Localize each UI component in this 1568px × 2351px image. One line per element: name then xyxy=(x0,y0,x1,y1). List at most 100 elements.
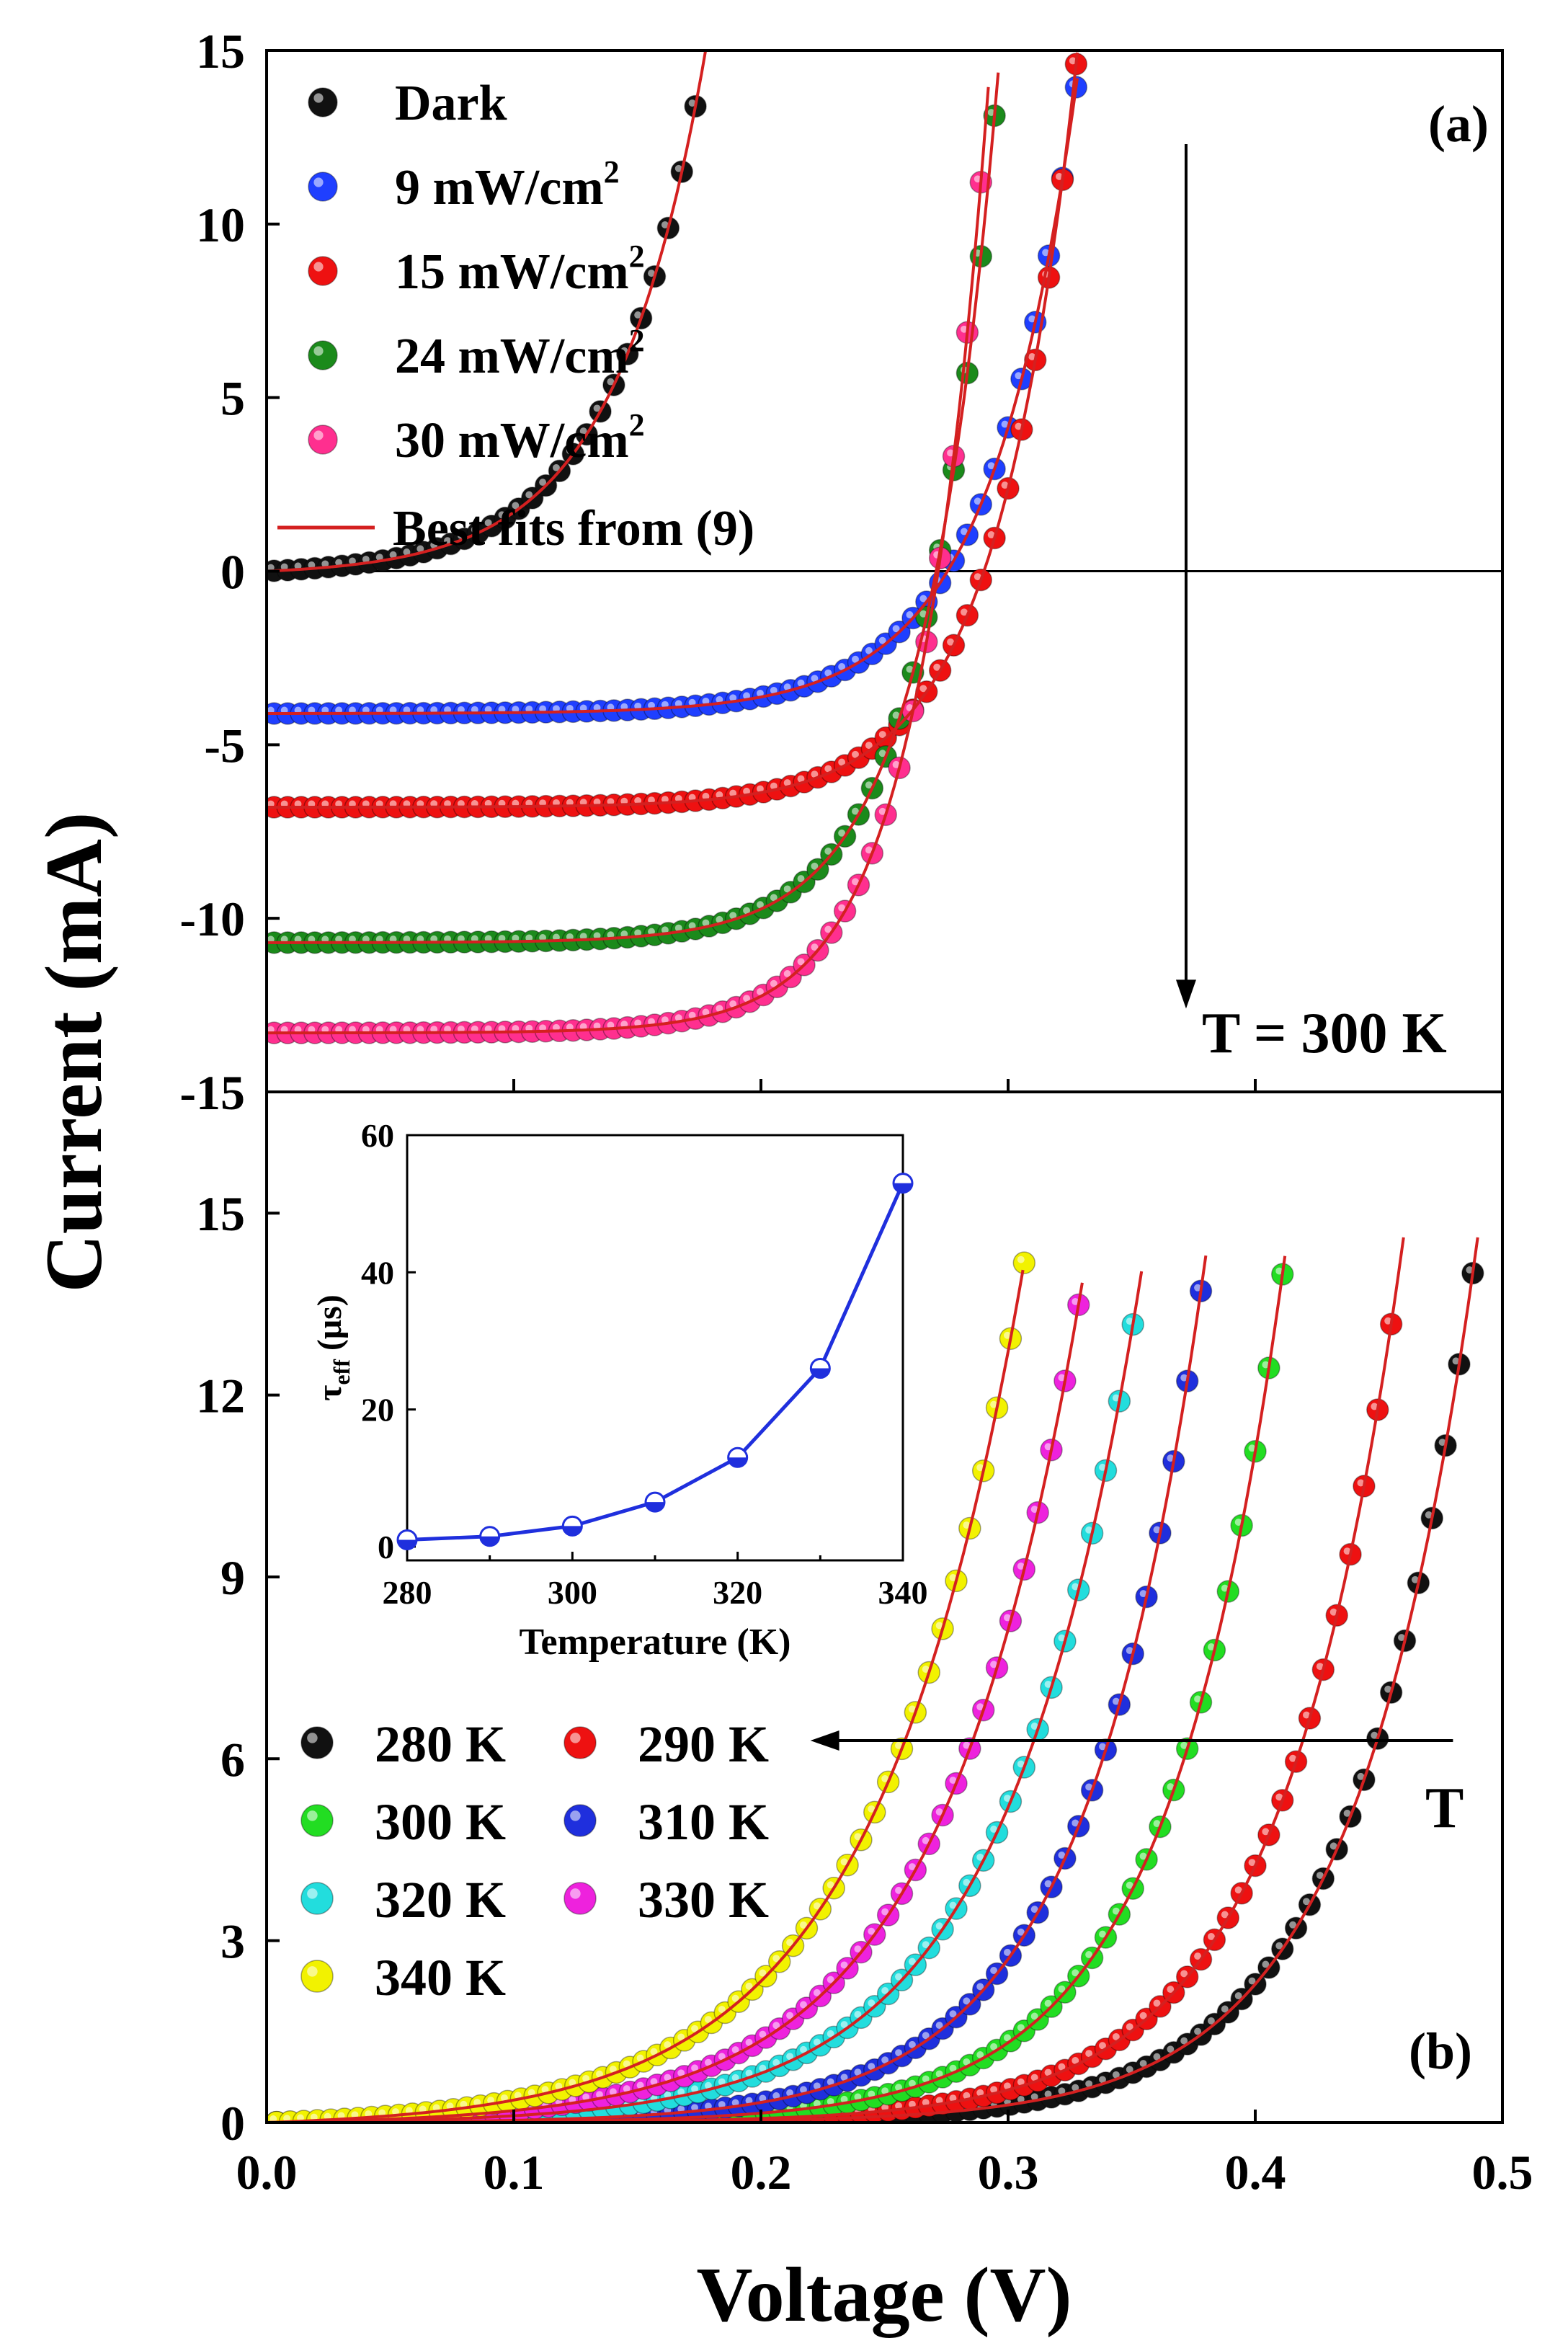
data-point-highlight xyxy=(813,2082,821,2090)
legend-marker-highlight xyxy=(307,1888,318,1899)
data-point-highlight xyxy=(335,935,343,943)
data-point-highlight xyxy=(1072,1297,1079,1305)
panel-a: -15 -10 -5 0 5 10 15 (a) T = 300 K Dark 9 mW/cm… xyxy=(179,24,1504,1120)
legend-marker-highlight xyxy=(307,1810,318,1821)
data-point-highlight xyxy=(759,2030,767,2038)
data-point-highlight xyxy=(827,1881,834,1889)
data-point-highlight xyxy=(430,1026,438,1034)
data-point-highlight xyxy=(716,695,723,703)
data-point-highlight xyxy=(990,2086,998,2094)
data-point-highlight xyxy=(661,701,669,708)
legend-superscript: 2 xyxy=(629,407,645,443)
data-point-highlight xyxy=(786,1939,794,1947)
data-point-highlight xyxy=(745,2069,753,2077)
data-point-highlight xyxy=(609,2066,617,2073)
data-point-highlight xyxy=(1072,2084,1079,2092)
data-point-highlight xyxy=(935,1622,943,1630)
y-tick-label: -10 xyxy=(179,892,245,946)
data-point-highlight xyxy=(389,706,397,714)
data-point-highlight xyxy=(772,2092,780,2099)
inset-x-tick-label: 300 xyxy=(548,1574,597,1611)
data-point-highlight xyxy=(772,1955,780,1963)
legend-marker-highlight xyxy=(313,177,324,187)
data-point-highlight xyxy=(661,221,669,228)
data-point-highlight xyxy=(620,347,628,355)
data-point-highlight xyxy=(1030,2012,1038,2020)
panel-a-legend: Dark 9 mW/cm2 15 mW/cm2 24 mW/cm2 30 mW/cm2 B… xyxy=(277,76,754,556)
data-point-highlight xyxy=(838,758,846,766)
data-point-highlight xyxy=(1085,1783,1093,1791)
data-point-highlight xyxy=(677,2088,685,2096)
data-point-highlight xyxy=(677,2069,685,2077)
data-point-highlight xyxy=(908,2079,916,2087)
data-point-highlight xyxy=(881,2103,889,2111)
data-point-highlight xyxy=(378,2109,386,2117)
data-point-highlight xyxy=(416,935,424,943)
data-point-highlight xyxy=(294,1026,302,1034)
data-point-highlight xyxy=(607,931,615,939)
data-point-highlight xyxy=(976,1853,984,1861)
data-point-highlight xyxy=(990,2043,998,2050)
data-point-highlight xyxy=(1126,2023,1133,2031)
data-point-highlight xyxy=(935,2022,943,2030)
data-point-highlight xyxy=(811,770,819,778)
data-point-highlight xyxy=(1058,1634,1066,1642)
data-point-highlight xyxy=(1343,1547,1351,1555)
legend-marker-highlight xyxy=(313,430,324,440)
data-point-highlight xyxy=(745,1982,753,1990)
inset-y-label: τeff (μs) xyxy=(311,1294,355,1401)
data-point-highlight xyxy=(935,1922,943,1930)
data-point-highlight xyxy=(797,958,805,966)
inset-point-fill xyxy=(563,1526,582,1536)
data-point-highlight xyxy=(1112,1697,1120,1705)
legend-marker xyxy=(308,256,338,286)
data-point-highlight xyxy=(267,706,275,714)
data-point-highlight xyxy=(1180,1374,1188,1382)
data-point-highlight xyxy=(1167,2045,1175,2053)
data-point-highlight xyxy=(553,463,560,471)
data-point-highlight xyxy=(444,935,451,943)
data-point-highlight xyxy=(674,164,682,172)
data-point-highlight xyxy=(1003,1948,1011,1956)
inset-x-tick-label: 280 xyxy=(383,1574,432,1611)
data-point-highlight xyxy=(403,548,411,556)
data-point-highlight xyxy=(947,638,954,646)
data-point-highlight xyxy=(593,1022,601,1030)
data-point-highlight xyxy=(704,2016,712,2023)
data-point-highlight xyxy=(579,704,587,712)
data-point-highlight xyxy=(525,705,533,713)
data-point-highlight xyxy=(756,689,764,697)
fit-curve xyxy=(267,1282,1084,2123)
data-point-highlight xyxy=(1371,1403,1378,1410)
data-point-highlight xyxy=(566,704,574,712)
data-point-highlight xyxy=(960,608,968,616)
data-point-highlight xyxy=(868,2063,876,2071)
data-point-highlight xyxy=(813,1902,821,1910)
data-point-highlight xyxy=(813,1988,821,1996)
data-point-highlight xyxy=(419,2105,427,2113)
data-point-highlight xyxy=(1194,1952,1201,1960)
data-point-highlight xyxy=(444,1026,451,1034)
data-point-highlight xyxy=(674,795,682,802)
data-point-highlight xyxy=(335,559,343,566)
y-tick-label: 5 xyxy=(220,371,245,426)
data-point-highlight xyxy=(349,557,356,565)
data-point-highlight xyxy=(525,491,533,499)
data-point-highlight xyxy=(484,1025,492,1033)
data-point-highlight xyxy=(607,703,615,711)
data-point-highlight xyxy=(691,2064,698,2072)
data-point-highlight xyxy=(365,2110,373,2117)
data-point-highlight xyxy=(800,2001,807,2009)
data-point-highlight xyxy=(1126,2066,1133,2074)
data-point-highlight xyxy=(1017,1562,1025,1570)
data-point-highlight xyxy=(800,2045,807,2053)
data-point-highlight xyxy=(512,502,520,510)
data-point-highlight xyxy=(783,885,791,893)
data-point-highlight xyxy=(1221,2005,1229,2013)
data-point-highlight xyxy=(1058,2087,1066,2095)
data-point-highlight xyxy=(1466,1266,1474,1274)
legend-superscript: 2 xyxy=(604,154,620,190)
data-point-highlight xyxy=(963,2058,971,2066)
data-point-highlight xyxy=(460,2100,468,2108)
data-point-highlight xyxy=(1044,1680,1052,1688)
